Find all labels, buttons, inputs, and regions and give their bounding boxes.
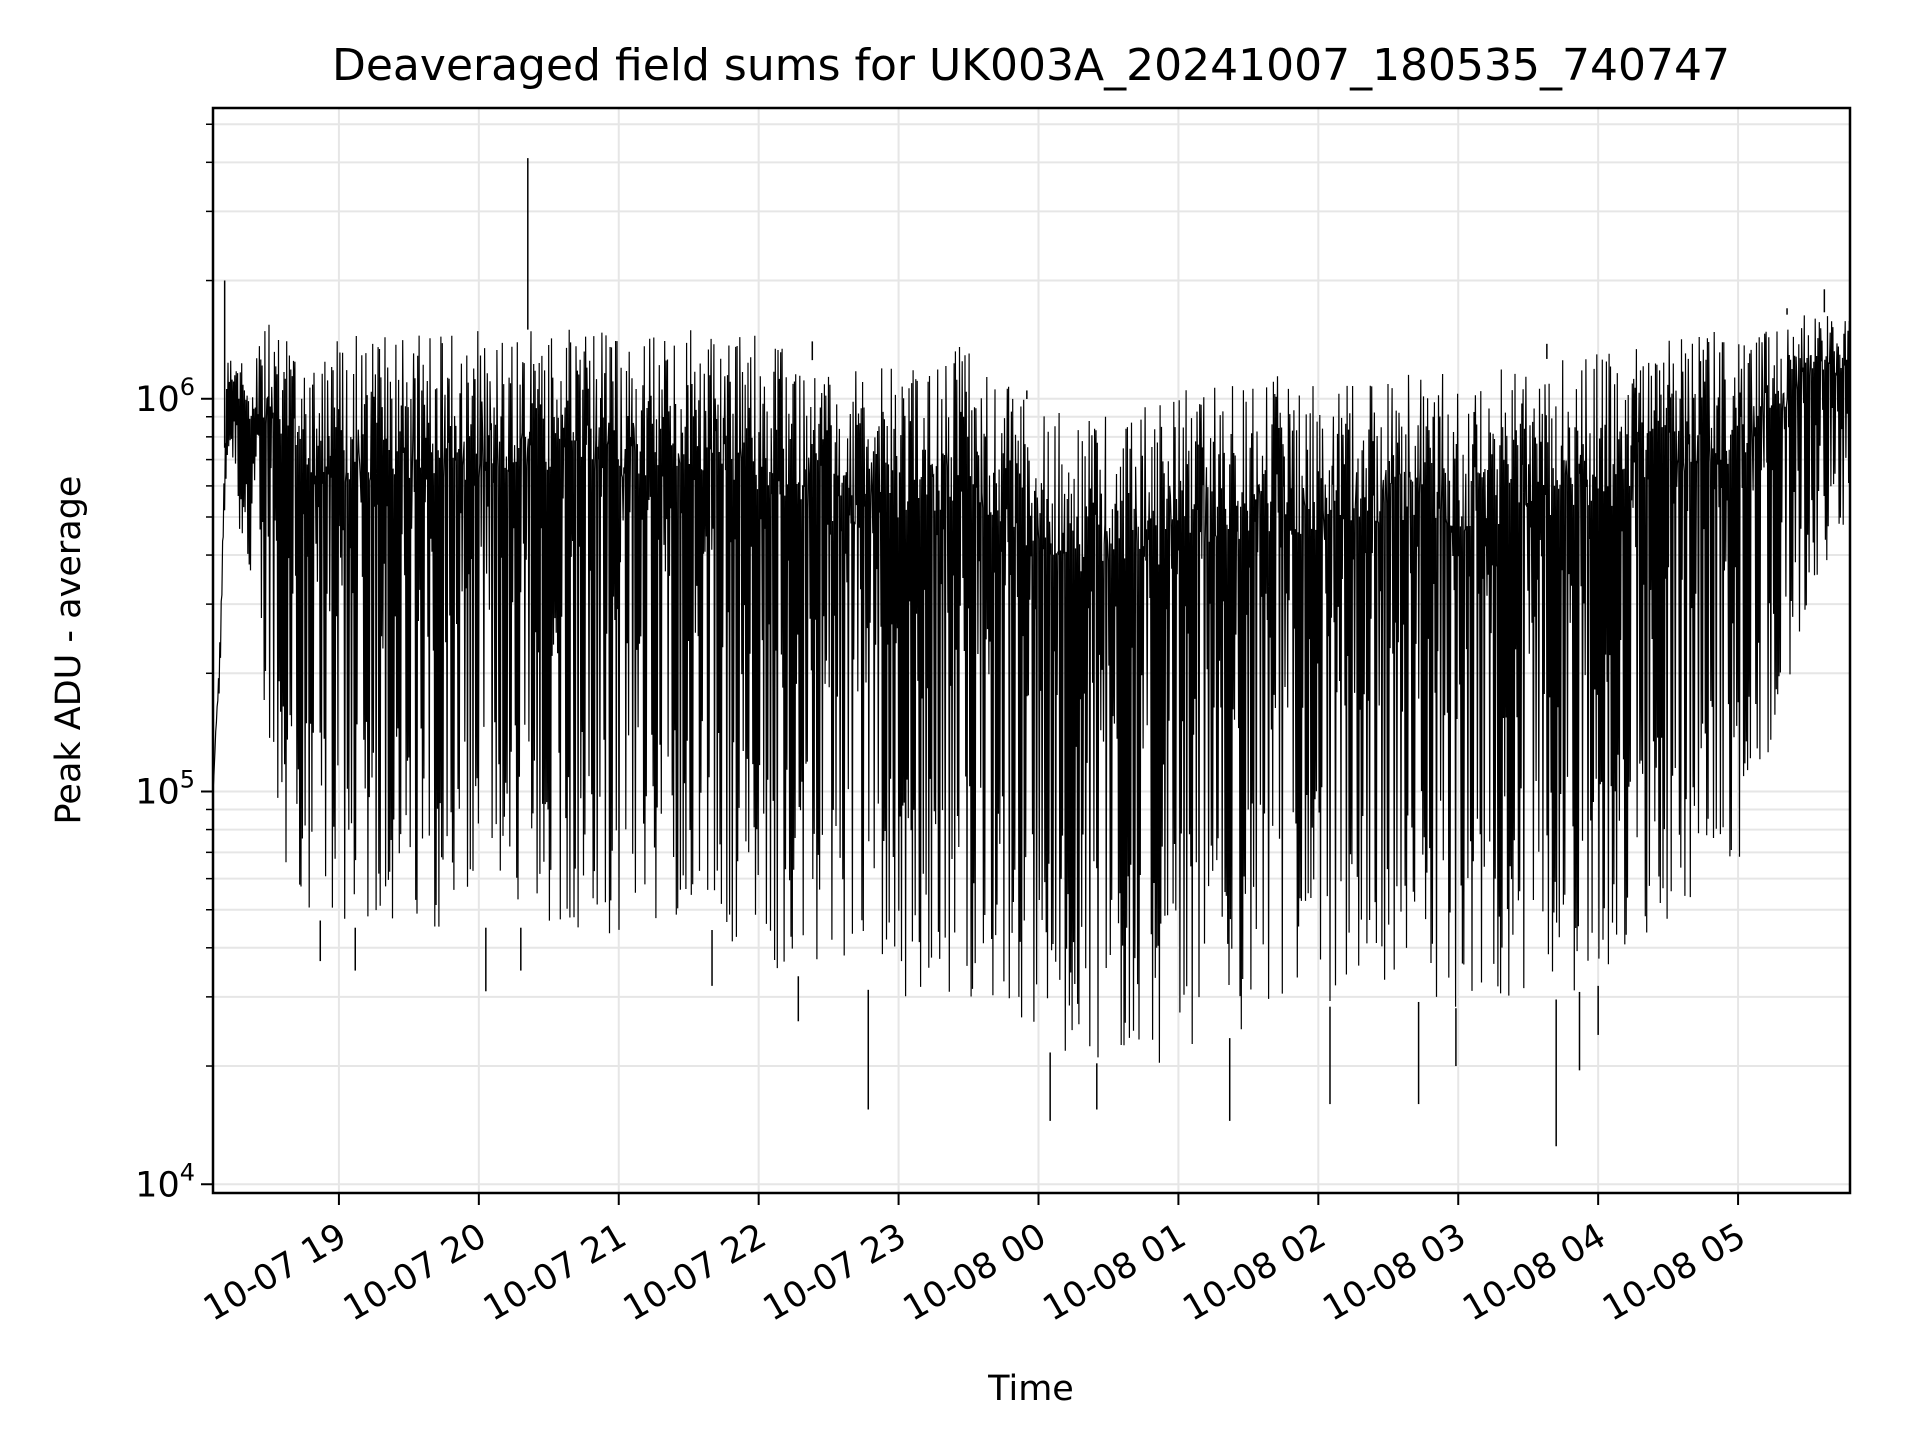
series-line xyxy=(212,315,1851,1063)
x-axis-label: Time xyxy=(987,1369,1074,1409)
y-axis-label: Peak ADU - average xyxy=(49,476,89,825)
plot-frame xyxy=(211,106,1852,1195)
chart-title: Deaveraged field sums for UK003A_2024100… xyxy=(332,40,1730,91)
y-tick-label: 105 xyxy=(135,766,195,813)
series-layer xyxy=(212,158,1851,1147)
y-axis: 104 105 106 xyxy=(135,123,213,1205)
y-tick-label: 106 xyxy=(135,373,195,420)
y-tick-label: 104 xyxy=(135,1158,195,1205)
